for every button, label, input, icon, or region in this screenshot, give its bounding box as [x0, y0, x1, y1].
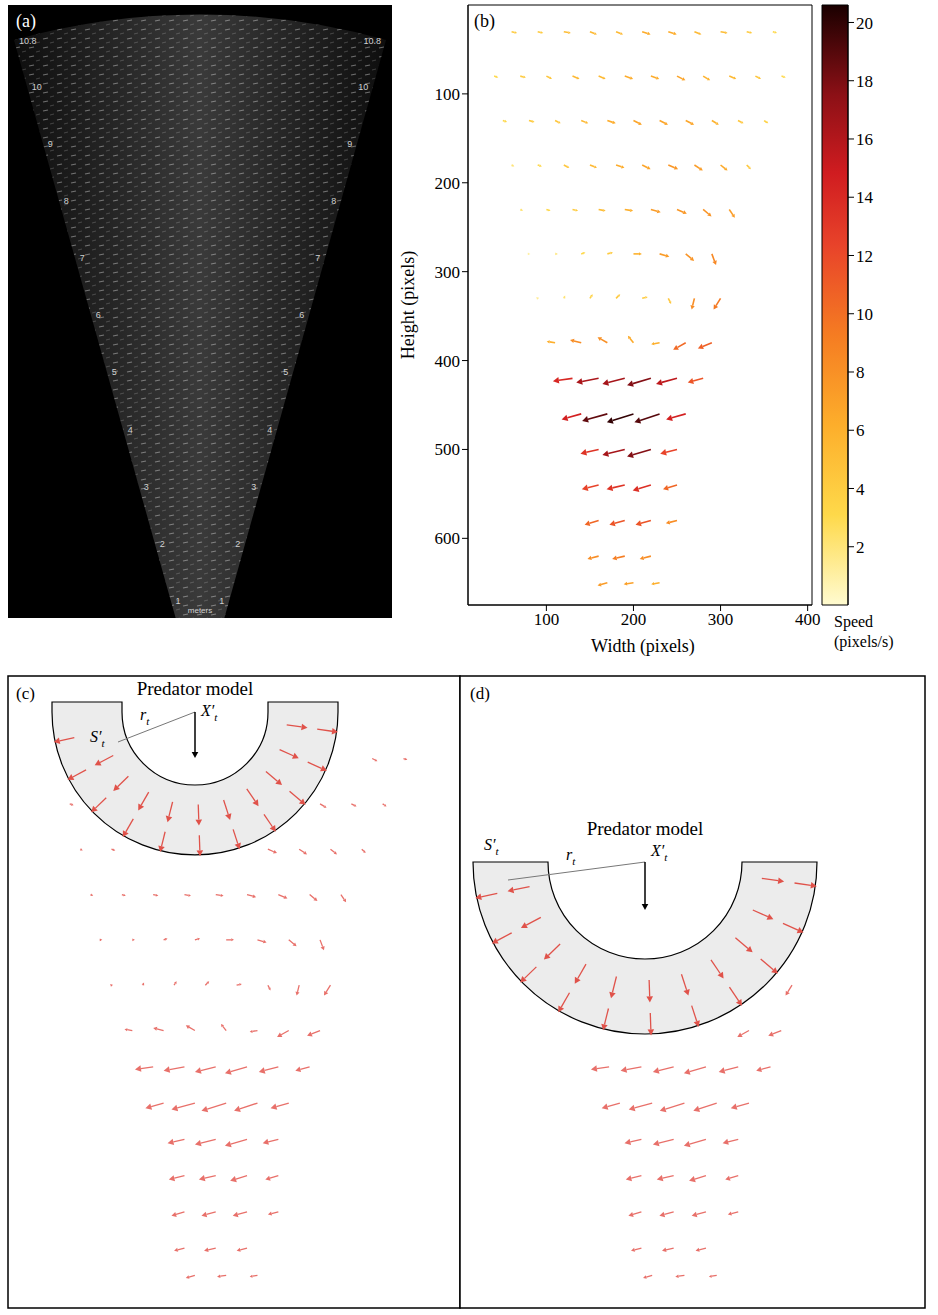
svg-text:Height (pixels): Height (pixels) — [398, 251, 419, 359]
svg-text:400: 400 — [435, 352, 461, 371]
svg-text:100: 100 — [534, 610, 560, 629]
svg-text:9: 9 — [347, 139, 352, 149]
svg-text:4: 4 — [128, 425, 133, 435]
svg-text:10.8: 10.8 — [363, 36, 381, 46]
svg-text:X′t: X′t — [650, 842, 668, 863]
svg-text:8: 8 — [64, 196, 69, 206]
svg-text:10: 10 — [32, 82, 42, 92]
svg-text:S′t: S′t — [90, 728, 106, 749]
svg-text:10: 10 — [856, 305, 873, 324]
svg-text:10: 10 — [358, 82, 368, 92]
svg-text:6: 6 — [96, 310, 101, 320]
svg-text:(d): (d) — [470, 684, 490, 703]
svg-text:(a): (a) — [16, 11, 36, 32]
svg-text:8: 8 — [856, 363, 865, 382]
svg-text:3: 3 — [144, 482, 149, 492]
svg-text:500: 500 — [435, 440, 461, 459]
svg-text:rt: rt — [140, 706, 150, 727]
svg-text:300: 300 — [708, 610, 734, 629]
svg-text:rt: rt — [566, 846, 576, 867]
svg-text:10.8: 10.8 — [19, 36, 37, 46]
svg-text:7: 7 — [80, 253, 85, 263]
svg-text:S′t: S′t — [484, 836, 500, 857]
svg-text:8: 8 — [331, 196, 336, 206]
svg-text:20: 20 — [856, 14, 873, 33]
svg-text:300: 300 — [435, 263, 461, 282]
svg-text:6: 6 — [299, 310, 304, 320]
svg-text:4: 4 — [856, 480, 865, 499]
svg-text:(pixels/s): (pixels/s) — [834, 633, 894, 651]
svg-text:7: 7 — [315, 253, 320, 263]
svg-text:200: 200 — [621, 610, 647, 629]
svg-text:2: 2 — [160, 539, 165, 549]
svg-text:4: 4 — [267, 425, 272, 435]
svg-text:200: 200 — [435, 174, 461, 193]
svg-text:5: 5 — [283, 367, 288, 377]
svg-text:meters: meters — [188, 606, 212, 615]
svg-text:16: 16 — [856, 130, 873, 149]
svg-text:6: 6 — [856, 421, 865, 440]
svg-text:5: 5 — [112, 367, 117, 377]
svg-text:(c): (c) — [16, 684, 35, 703]
svg-text:Speed: Speed — [834, 613, 873, 631]
svg-text:X′t: X′t — [200, 702, 218, 723]
svg-text:400: 400 — [795, 610, 821, 629]
svg-text:3: 3 — [251, 482, 256, 492]
svg-text:(b): (b) — [474, 11, 495, 32]
svg-text:2: 2 — [235, 539, 240, 549]
svg-text:100: 100 — [435, 85, 461, 104]
svg-text:1: 1 — [176, 596, 181, 606]
svg-text:Predator model: Predator model — [137, 678, 254, 699]
svg-text:12: 12 — [856, 247, 873, 266]
svg-text:1: 1 — [219, 596, 224, 606]
svg-text:Predator model: Predator model — [587, 818, 704, 839]
svg-text:600: 600 — [435, 529, 461, 548]
svg-text:2: 2 — [856, 538, 865, 557]
svg-text:9: 9 — [48, 139, 53, 149]
svg-text:14: 14 — [856, 188, 874, 207]
svg-text:Width (pixels): Width (pixels) — [591, 636, 695, 657]
svg-text:18: 18 — [856, 72, 873, 91]
